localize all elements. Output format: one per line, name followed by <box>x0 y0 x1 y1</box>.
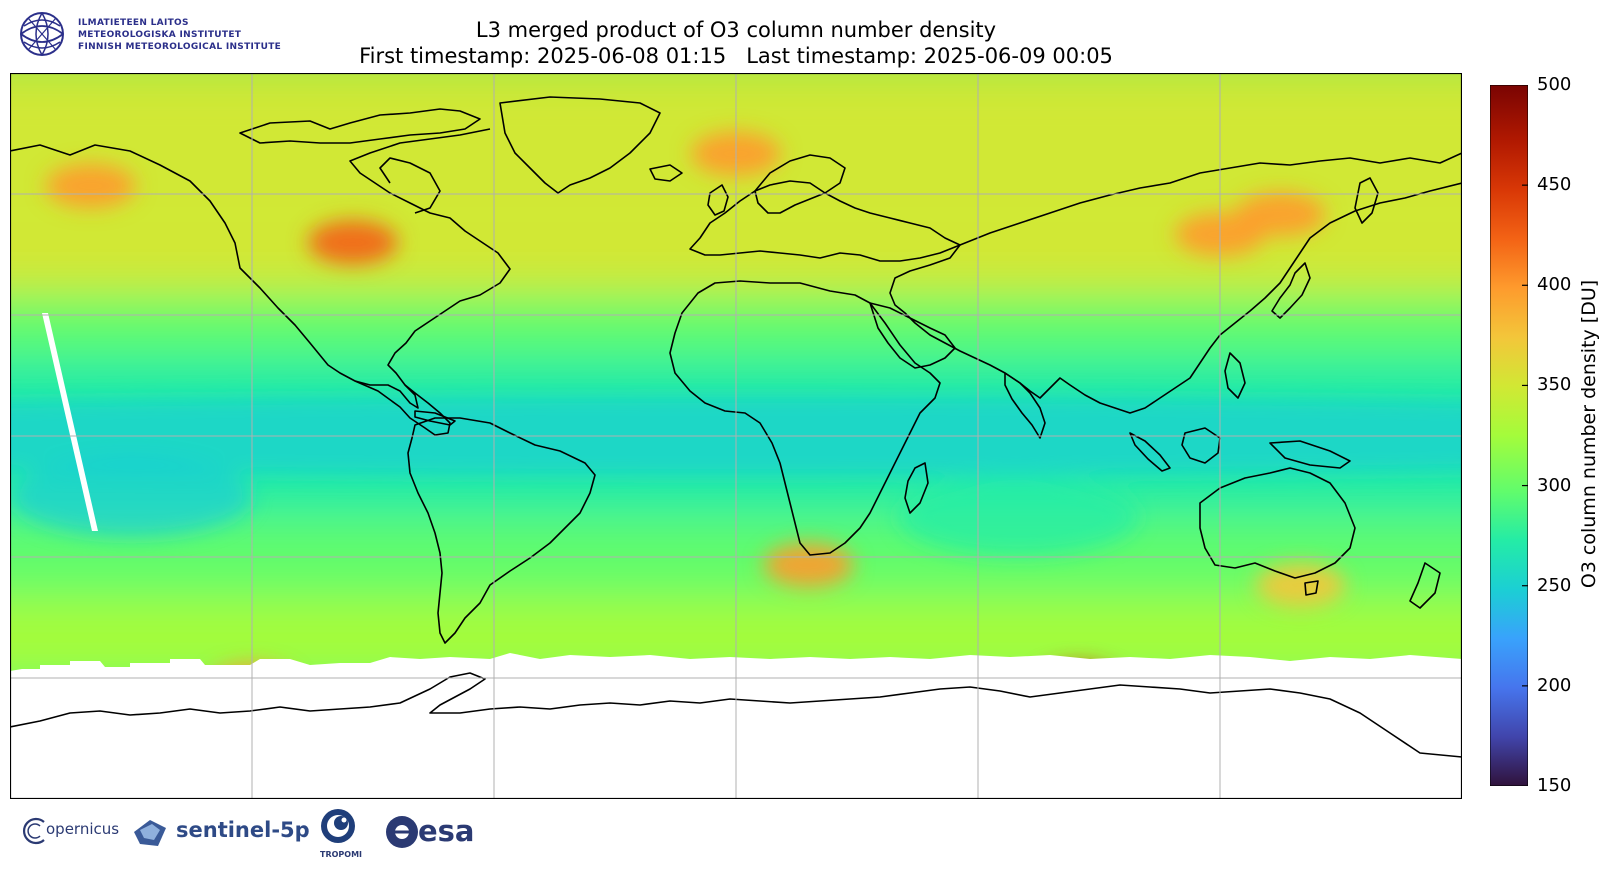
colorbar-tick-label: 200 <box>1537 674 1572 696</box>
coast-greenland <box>499 96 661 194</box>
coast-new-guinea <box>1269 440 1351 469</box>
colorbar-tick-label: 400 <box>1537 274 1572 296</box>
coast-madagascar <box>904 462 929 514</box>
ozone-low-indian-ocean-low <box>898 476 1139 557</box>
coast-arabia <box>869 302 956 369</box>
colorbar-tick-label: 250 <box>1537 574 1572 596</box>
coast-florida-gulf <box>354 380 419 409</box>
sentinel-5p-logo-text: sentinel-5p <box>176 818 310 842</box>
map-border <box>10 73 1462 799</box>
ozone-map <box>10 73 1462 799</box>
colorbar-tick-label: 150 <box>1537 775 1572 796</box>
ozone-high-hudson-bay-low-high <box>307 220 398 265</box>
ozone-high-south-atlantic-high <box>763 543 854 588</box>
coast-kamchatka <box>1354 177 1379 224</box>
sentinel-satellite-icon <box>134 820 166 846</box>
coast-borneo <box>1181 427 1221 464</box>
coast-hudson-bay <box>379 157 441 214</box>
coast-japan <box>1271 262 1311 319</box>
colorbar-tick-label: 500 <box>1537 74 1572 95</box>
colorbar-tick-label: 350 <box>1537 374 1572 396</box>
colorbar-tick-label: 300 <box>1537 474 1572 496</box>
ozone-high-alaska-high <box>45 163 136 208</box>
colorbar-tick-label: 450 <box>1537 174 1572 196</box>
fmi-globe-icon <box>20 12 64 56</box>
copernicus-logo-text: opernicus <box>46 820 120 838</box>
ozone-high-kamchatka-high <box>1235 192 1326 237</box>
coast-australia <box>1199 467 1356 579</box>
footer-logos: opernicus sentinel-5p TROPOMI esa <box>18 809 498 865</box>
gridlines <box>10 73 1462 799</box>
coast-iceland <box>649 164 683 182</box>
coast-scandinavia <box>754 154 846 214</box>
fmi-name-en: FINNISH METEOROLOGICAL INSTITUTE <box>78 42 282 52</box>
tropomi-icon <box>321 809 355 843</box>
colorbar-label: O3 column number density [DU] <box>1578 279 1600 589</box>
fmi-name-fi: ILMATIETEEN LAITOS <box>78 18 189 28</box>
coast-south-america <box>407 417 596 644</box>
coast-africa <box>669 280 941 556</box>
coast-arctic-islands <box>239 108 481 144</box>
coast-europe <box>689 180 961 262</box>
ozone-high-australia-high <box>1255 563 1346 608</box>
esa-icon <box>386 816 418 848</box>
coast-new-zealand <box>1409 562 1441 609</box>
colorbar-ticks <box>1522 85 1528 786</box>
coast-tasmania <box>1304 580 1319 596</box>
coast-india <box>1004 372 1046 439</box>
copernicus-icon <box>22 817 45 845</box>
coast-uk <box>707 184 729 216</box>
coastlines <box>10 96 1462 758</box>
coast-cuba <box>414 410 456 426</box>
coast-north-america <box>10 128 511 436</box>
coast-philippines <box>1224 352 1246 399</box>
map-subtitle: First timestamp: 2025-06-08 01:15 Last t… <box>359 44 1113 68</box>
coast-antarctica <box>10 672 1462 758</box>
coast-sumatra <box>1129 432 1171 472</box>
fmi-name-sv: METEOROLOGISKA INSTITUTET <box>78 30 242 40</box>
swath-gap-no-data <box>42 313 98 531</box>
fmi-logo: ILMATIETEEN LAITOS METEOROLOGISKA INSTIT… <box>18 10 318 60</box>
tropomi-logo-text: TROPOMI <box>320 850 363 859</box>
map-title: L3 merged product of O3 column number de… <box>475 18 997 42</box>
colorbar-gradient <box>1490 85 1528 786</box>
esa-logo-text: esa <box>418 814 475 848</box>
ozone-low-pacific-low <box>11 456 251 537</box>
colorbar <box>1490 85 1528 786</box>
